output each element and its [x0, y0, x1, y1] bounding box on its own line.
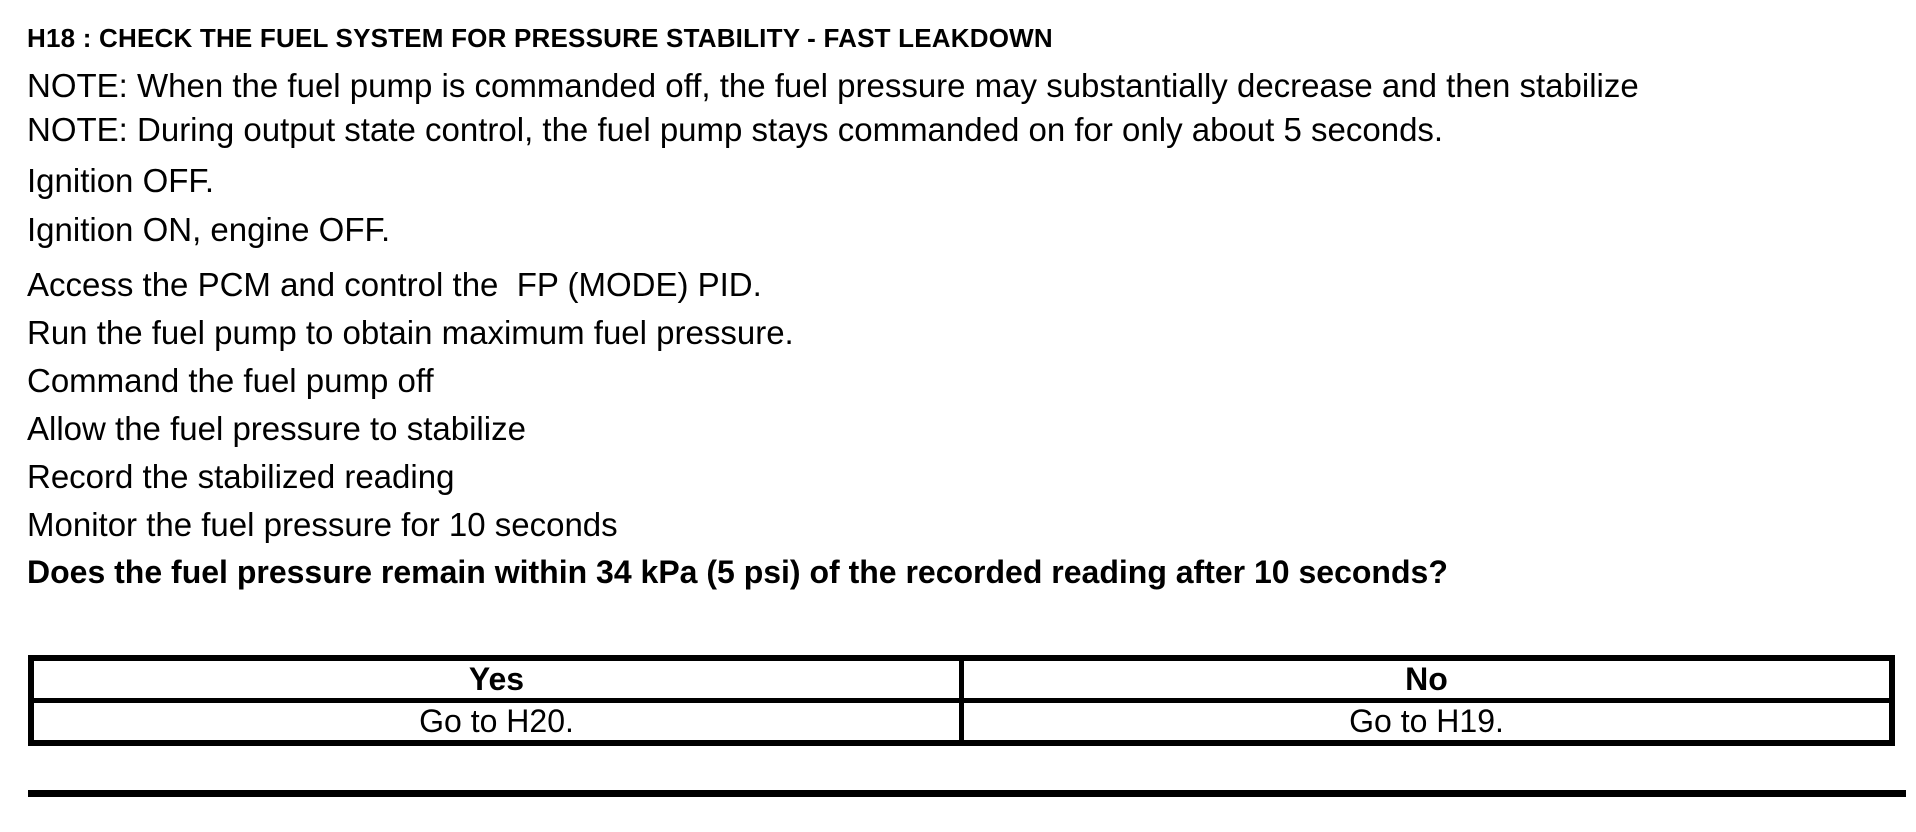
- procedure-step-monitor-pressure: Monitor the fuel pressure for 10 seconds: [27, 506, 618, 543]
- question-text: Does the fuel pressure remain within 34 …: [27, 554, 1448, 590]
- no-action-cell: Go to H19.: [959, 698, 1895, 746]
- note-line-1: NOTE: When the fuel pump is commanded of…: [27, 67, 1639, 104]
- procedure-step-allow-stabilize: Allow the fuel pressure to stabilize: [27, 410, 526, 447]
- ignition-off-line: Ignition OFF.: [27, 162, 215, 199]
- ignition-on-line: Ignition ON, engine OFF.: [27, 211, 391, 248]
- results-table: Yes No Go to H20. Go to H19.: [28, 655, 1895, 746]
- note-line-2: NOTE: During output state control, the f…: [27, 111, 1444, 148]
- procedure-step-access-pcm: Access the PCM and control the FP (MODE)…: [27, 266, 762, 303]
- yes-action-cell: Go to H20.: [28, 698, 964, 746]
- page-title: H18 : CHECK THE FUEL SYSTEM FOR PRESSURE…: [27, 23, 1053, 53]
- yes-column-header: Yes: [28, 655, 964, 703]
- results-header-row: Yes No: [28, 655, 1895, 703]
- procedure-step-record-reading: Record the stabilized reading: [27, 458, 455, 495]
- no-column-header: No: [959, 655, 1895, 703]
- procedure-step-command-off: Command the fuel pump off: [27, 362, 434, 399]
- procedure-step-run-pump: Run the fuel pump to obtain maximum fuel…: [27, 314, 794, 351]
- bottom-divider: [28, 790, 1906, 797]
- results-action-row: Go to H20. Go to H19.: [28, 698, 1895, 746]
